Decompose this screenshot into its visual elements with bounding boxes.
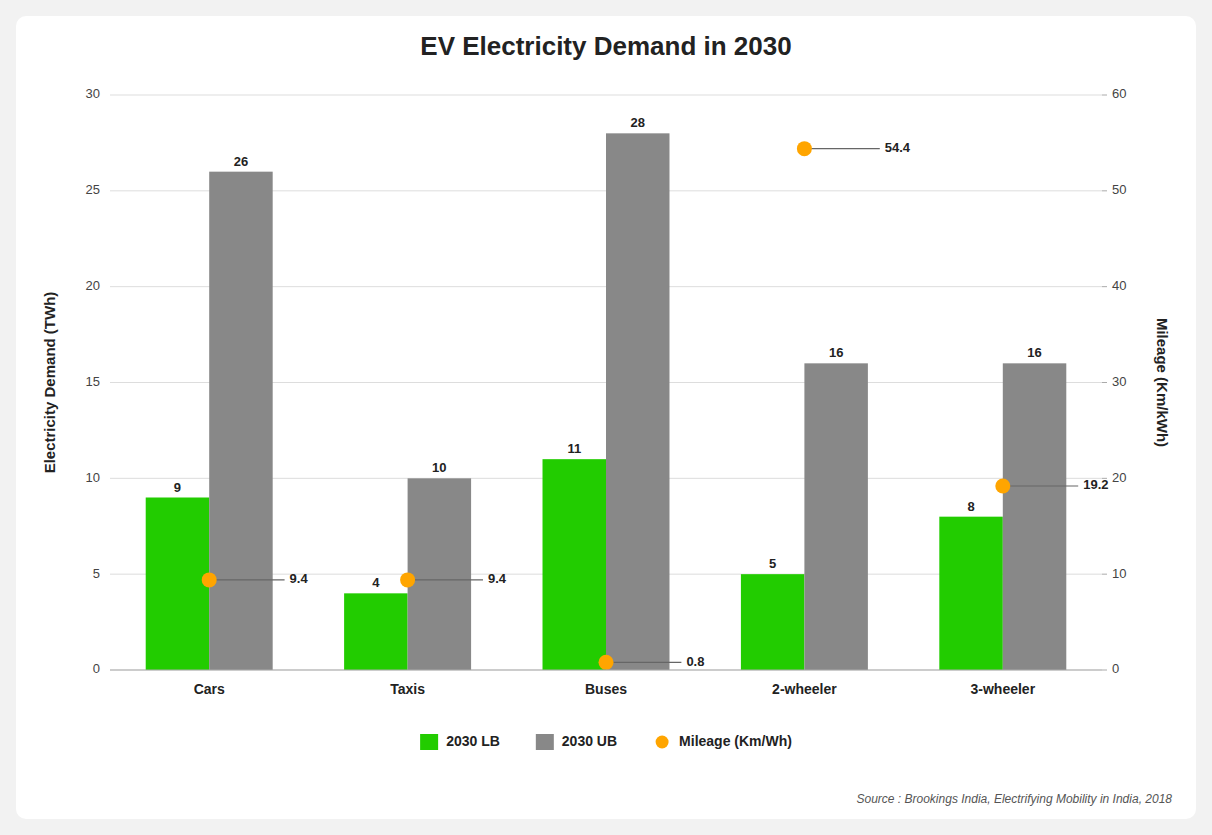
leader-line <box>606 662 681 663</box>
bar <box>344 593 407 670</box>
data-label: 28 <box>631 115 645 130</box>
y2-tick-label: 30 <box>1112 374 1126 389</box>
plot-area <box>146 133 1078 670</box>
data-label: 9.4 <box>290 571 309 586</box>
y-tick-label: 30 <box>86 86 100 101</box>
x-tick-label: Taxis <box>390 681 425 697</box>
chart: EV Electricity Demand in 2030 0 5 10 15 20 25 3… <box>0 0 1212 835</box>
legend: 2030 LB 2030 UB Mileage (Km/Wh) <box>420 733 792 750</box>
data-label: 5 <box>769 556 776 571</box>
data-label: 26 <box>234 154 248 169</box>
dot <box>400 572 415 587</box>
data-label: 54.4 <box>885 140 911 155</box>
bar <box>1003 363 1066 670</box>
y2-tick-label: 60 <box>1112 86 1126 101</box>
dot <box>202 572 217 587</box>
y2-tick <box>1102 670 1107 671</box>
legend-item: 2030 LB <box>420 733 500 750</box>
y-tick-label: 10 <box>86 470 100 485</box>
x-axis-line <box>110 670 1102 671</box>
y2-tick-label: 20 <box>1112 470 1126 485</box>
y2-tick-label: 50 <box>1112 182 1126 197</box>
data-label: 9.4 <box>488 571 507 586</box>
data-label: 9 <box>174 480 181 495</box>
bar <box>543 459 606 670</box>
legend-label: 2030 UB <box>562 733 617 749</box>
bar <box>939 517 1002 670</box>
leader-line <box>804 148 879 149</box>
data-label: 19.2 <box>1083 477 1108 492</box>
y2-tick-label: 0 <box>1112 661 1119 676</box>
background <box>0 0 1212 835</box>
data-label: 10 <box>432 460 446 475</box>
y2-tick-label: 40 <box>1112 278 1126 293</box>
data-label: 11 <box>567 441 581 456</box>
x-tick-label: Cars <box>194 681 225 697</box>
bar <box>741 574 804 670</box>
y2-tick-label: 10 <box>1112 566 1126 581</box>
y2-axis-label: Mileage (Km/kWh) <box>1154 318 1171 447</box>
y-tick-label: 20 <box>86 278 100 293</box>
y-tick-label: 25 <box>86 182 100 197</box>
labels: 9 4 11 5 8 26 10 28 16 16 9.4 9.4 0.8 54.4 19.2 <box>174 115 1109 668</box>
legend-item: Mileage (Km/Wh) <box>656 733 792 749</box>
legend-swatch <box>536 734 554 750</box>
dot <box>995 479 1010 494</box>
bar <box>146 498 209 671</box>
bar <box>804 363 867 670</box>
leader-line <box>1003 485 1078 486</box>
annotation: Source : Brookings India, Electrifying M… <box>857 792 1173 806</box>
data-label: 0.8 <box>686 654 704 669</box>
title: EV Electricity Demand in 2030 <box>420 31 791 61</box>
dot <box>599 655 614 670</box>
bar <box>606 133 669 670</box>
legend-label: 2030 LB <box>446 733 500 749</box>
dot <box>797 141 812 156</box>
grid-line <box>110 670 1102 671</box>
bar <box>408 478 471 670</box>
y-tick-label: 5 <box>93 566 100 581</box>
x-tick-label: Buses <box>585 681 627 697</box>
data-label: 16 <box>829 345 843 360</box>
leader-line <box>408 579 483 580</box>
legend-swatch <box>656 736 669 749</box>
grid <box>110 95 1102 670</box>
y2-tick <box>1102 190 1107 191</box>
y2-tick <box>1102 95 1107 96</box>
leader-line <box>209 579 284 580</box>
data-label: 4 <box>372 575 380 590</box>
legend-label: Mileage (Km/Wh) <box>679 733 792 749</box>
data-label: 16 <box>1027 345 1041 360</box>
legend-swatch <box>420 734 438 750</box>
x-tick-label: 2-wheeler <box>772 681 837 697</box>
data-label: 8 <box>967 499 974 514</box>
grid-line <box>110 95 1102 96</box>
x-tick-label: 3-wheeler <box>971 681 1036 697</box>
y2-tick <box>1102 382 1107 383</box>
y2-tick <box>1102 286 1107 287</box>
bar <box>209 172 272 670</box>
y-tick-label: 0 <box>93 661 100 676</box>
y2-tick <box>1102 574 1107 575</box>
legend-item: 2030 UB <box>536 733 617 750</box>
y-axis-label: Electricity Demand (TWh) <box>41 292 58 474</box>
panel <box>16 16 1196 819</box>
y-tick-label: 15 <box>86 374 100 389</box>
